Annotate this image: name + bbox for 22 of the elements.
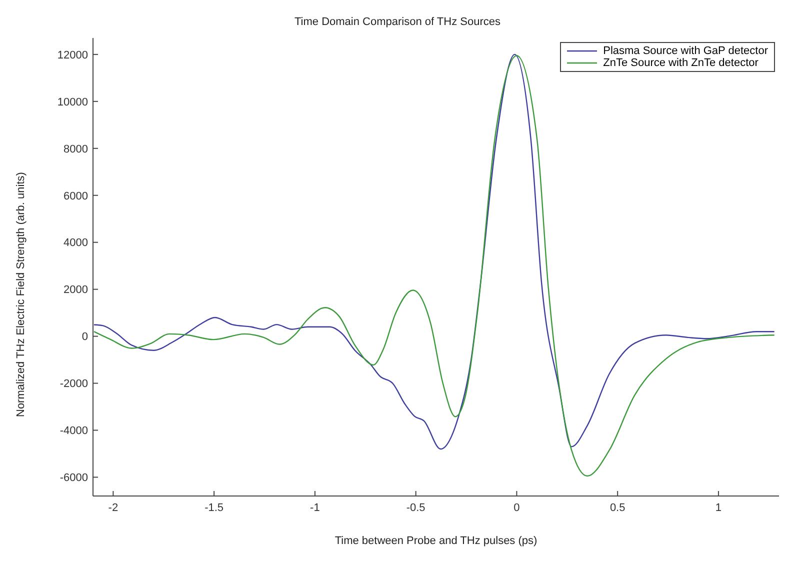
x-tick-label: 1 — [715, 502, 722, 514]
y-tick-label: 0 — [82, 331, 88, 344]
y-axis-title: Normalized THz Electric Field Strength (arb. units) — [14, 172, 27, 417]
x-tick-label: 0.5 — [610, 502, 626, 514]
x-axis-title: Time between Probe and THz pulses (ps) — [334, 535, 538, 547]
x-tick-label: -1 — [310, 502, 320, 514]
y-tick-label: 10000 — [57, 96, 88, 108]
legend-label: Plasma Source with GaP detector — [603, 45, 768, 57]
y-tick-label: 2000 — [64, 284, 88, 296]
y-tick-label: 4000 — [64, 237, 88, 250]
y-tick-label: 8000 — [64, 143, 88, 156]
chart-title: Time Domain Comparison of THz Sources — [293, 16, 502, 28]
y-tick-label: 6000 — [64, 190, 88, 202]
y-tick-label: -6000 — [60, 472, 88, 484]
y-tick-label: 12000 — [57, 49, 88, 62]
legend-label: ZnTe Source with ZnTe detector — [603, 57, 758, 69]
y-tick-label: -4000 — [60, 425, 88, 438]
x-tick-label: -0.5 — [406, 502, 426, 514]
x-tick-label: -1.5 — [204, 502, 224, 514]
y-tick-label: -2000 — [60, 378, 88, 390]
x-tick-label: 0 — [514, 502, 520, 514]
x-tick-label: -2 — [108, 502, 118, 514]
